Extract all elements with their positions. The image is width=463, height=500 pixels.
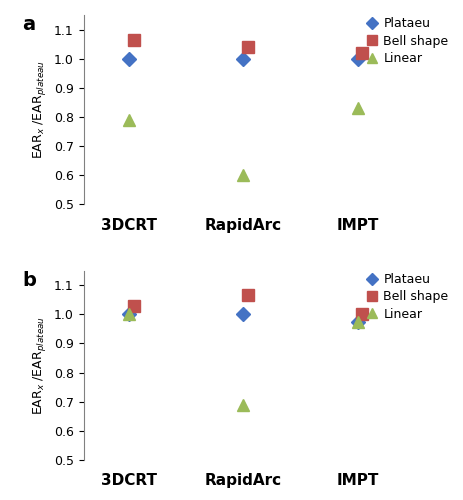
Text: b: b bbox=[22, 270, 36, 289]
Y-axis label: EAR$_x$ /EAR$_{plateau}$: EAR$_x$ /EAR$_{plateau}$ bbox=[31, 316, 48, 415]
Legend: Plataeu, Bell shape, Linear: Plataeu, Bell shape, Linear bbox=[361, 268, 452, 326]
Legend: Plataeu, Bell shape, Linear: Plataeu, Bell shape, Linear bbox=[361, 12, 452, 70]
Y-axis label: EAR$_x$ /EAR$_{plateau}$: EAR$_x$ /EAR$_{plateau}$ bbox=[31, 60, 48, 159]
Text: a: a bbox=[22, 15, 35, 34]
